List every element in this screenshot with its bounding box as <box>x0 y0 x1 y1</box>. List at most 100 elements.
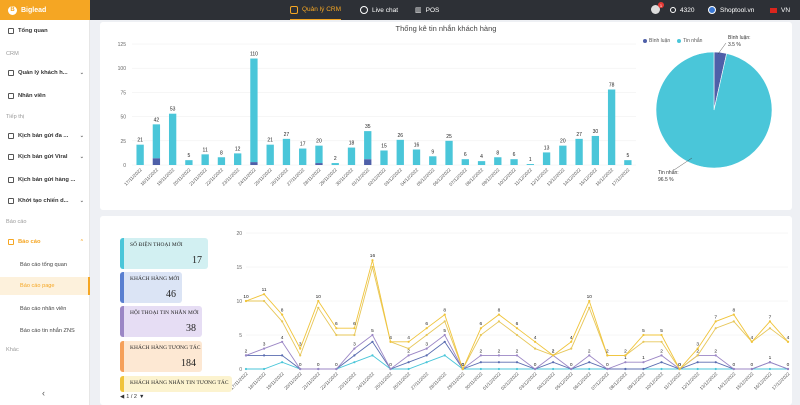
data-label: 3 <box>299 342 302 348</box>
series-point <box>244 299 248 303</box>
series-point <box>443 354 446 357</box>
collapse-sidebar-button[interactable]: ‹ <box>42 388 45 398</box>
data-label: 3 <box>353 342 356 348</box>
nav-pos[interactable]: ▥ POS <box>415 0 439 20</box>
nav-live-chat[interactable]: Live chat <box>360 0 398 20</box>
scenario-icon <box>8 154 14 160</box>
series-point <box>353 347 356 350</box>
legend-comment[interactable]: Bình luận <box>643 38 670 44</box>
x-tick-label: 27/11/2022 <box>410 371 430 391</box>
y-tick-label: 50 <box>120 115 126 121</box>
sidebar-sub-report-zns[interactable]: Báo cáo tin nhắn ZNS <box>20 328 75 334</box>
bar <box>299 148 307 165</box>
prev-page-icon[interactable]: ◀ <box>120 394 125 400</box>
x-tick-label: 14/12/2022 <box>717 371 737 391</box>
sidebar-sub-report-page[interactable]: Báo cáo page <box>0 277 90 295</box>
bar <box>429 156 437 165</box>
card-title: Khách hàng nhắn tin tương tác <box>130 380 229 386</box>
sidebar-item-label: Khởi tạo chiến d... <box>18 198 69 204</box>
series-point <box>768 327 772 330</box>
card-messaging-customers[interactable]: Khách hàng nhắn tin tương tác <box>120 376 232 392</box>
series-point <box>533 340 537 343</box>
sidebar-item-scenario-3[interactable]: Kịch bản gửi hàng ... <box>8 177 88 183</box>
sidebar-sub-report-overview[interactable]: Báo cáo tổng quan <box>20 262 67 268</box>
legend-message-label: Tin nhắn <box>683 38 703 44</box>
card-new-conversations[interactable]: Hội thoại tin nhắn mới 38 <box>120 306 202 337</box>
data-label: 0 <box>787 362 790 368</box>
card-value: 17 <box>192 255 202 266</box>
series-point <box>606 367 609 371</box>
data-label: 2 <box>606 348 609 354</box>
pie-leader-line <box>673 157 693 171</box>
sidebar-item-campaign[interactable]: Khởi tạo chiến d... ⌄ <box>8 198 88 204</box>
next-page-icon[interactable]: ▼ <box>138 394 145 400</box>
card-pager[interactable]: ◀ 1 / 2 ▼ <box>120 394 144 400</box>
legend-message[interactable]: Tin nhắn <box>677 38 702 44</box>
bar <box>445 140 453 165</box>
shop-selector[interactable]: Shoptool.vn <box>708 0 754 20</box>
language-label: VN <box>781 6 791 14</box>
card-new-customers[interactable]: Khách hàng mới 46 <box>120 272 182 303</box>
avatar[interactable] <box>651 5 660 14</box>
bar <box>542 152 551 165</box>
sidebar-item-customers[interactable]: Quản lý khách h... ⌄ <box>8 70 88 76</box>
series-point <box>244 354 248 357</box>
series-point <box>443 333 446 337</box>
series-point <box>497 361 501 364</box>
card-interacting-customers[interactable]: Khách hàng tương tác 184 <box>120 341 202 372</box>
series-point <box>660 367 663 371</box>
data-label: 3 <box>696 342 699 348</box>
nav-crm[interactable]: Quản lý CRM <box>290 0 342 20</box>
brand-logo[interactable]: B Biglead <box>0 0 90 20</box>
bar <box>250 162 258 165</box>
top-bar: B Biglead Quản lý CRM Live chat ▥ POS 1 … <box>0 0 800 20</box>
sidebar-item-report[interactable]: Báo cáo ⌃ <box>8 239 88 245</box>
series-point <box>515 333 519 337</box>
y-tick-label: 20 <box>236 231 242 237</box>
x-tick-label: 17/12/2022 <box>771 371 791 391</box>
series-point <box>696 347 699 350</box>
card-new-phone[interactable]: Số điện thoại mới 17 <box>120 238 208 269</box>
series-point <box>732 313 735 316</box>
series-point <box>714 367 717 371</box>
data-label: 2 <box>516 348 519 354</box>
card-title: Khách hàng tương tác <box>130 345 201 351</box>
pie-pct-message: 96.5 % <box>658 177 674 183</box>
message-stats-panel: Thống kê tin nhắn khách hàng Bình luận T… <box>100 22 792 210</box>
x-tick-label: 12/12/2022 <box>681 371 701 391</box>
nav-crm-label: Quản lý CRM <box>302 6 342 13</box>
x-tick-label: 26/11/2022 <box>392 371 412 391</box>
data-label: 0 <box>389 362 392 368</box>
scenario-icon <box>8 133 14 139</box>
campaign-icon <box>8 198 14 204</box>
data-label: 0 <box>678 362 681 368</box>
series-point <box>299 367 302 371</box>
sidebar-item-scenario-viral[interactable]: Kịch bản gửi Viral ⌄ <box>8 154 88 160</box>
pie-leader-line <box>717 42 727 55</box>
language-selector[interactable]: VN <box>770 0 790 20</box>
bar <box>510 159 518 165</box>
data-label: 1 <box>529 157 532 163</box>
sidebar-item-staff[interactable]: Nhân viên <box>8 93 88 99</box>
x-tick-label: 22/11/2022 <box>319 371 339 391</box>
series-point <box>768 361 772 364</box>
data-label: 2 <box>660 348 663 354</box>
series-point <box>353 354 356 357</box>
sidebar-item-overview[interactable]: Tổng quan <box>8 28 88 34</box>
chevron-down-icon: ⌄ <box>79 198 84 204</box>
bar <box>526 164 534 165</box>
data-label: 4 <box>534 335 537 341</box>
data-label: 2 <box>552 348 555 354</box>
bar <box>607 89 616 165</box>
series-point <box>299 347 302 350</box>
data-label: 11 <box>203 147 208 153</box>
x-tick-label: 25/11/2022 <box>374 371 394 391</box>
sidebar-section-crm: CRM <box>6 51 19 57</box>
data-label: 2 <box>245 348 248 354</box>
sidebar-item-label: Kịch bản gửi Viral <box>18 154 68 160</box>
coins[interactable]: 4320 <box>670 0 694 20</box>
series-point <box>786 367 790 371</box>
sidebar-sub-report-staff[interactable]: Báo cáo nhân viên <box>20 306 67 312</box>
interaction-panel: Số điện thoại mới 17 Khách hàng mới 46 H… <box>100 216 792 405</box>
sidebar-item-scenario-1[interactable]: Kịch bản gửi đa ... ⌄ <box>8 133 88 139</box>
